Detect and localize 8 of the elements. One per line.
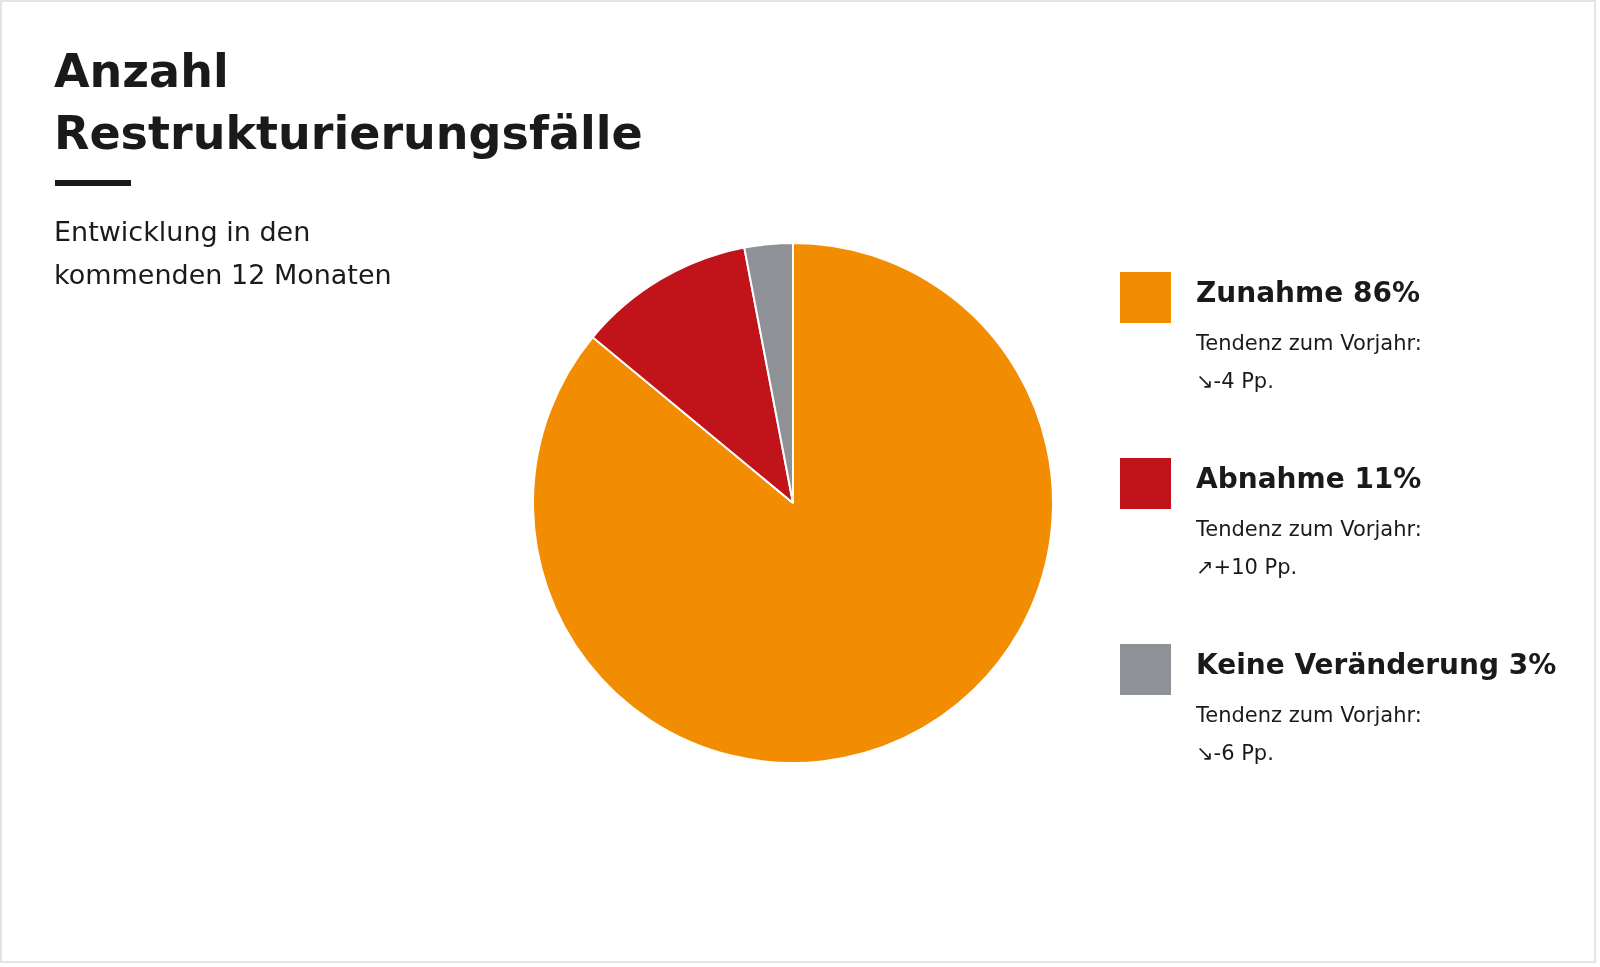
legend-label: Abnahme 11% [1196,462,1422,495]
legend-label: Zunahme 86% [1196,276,1420,309]
legend-label: Keine Veränderung 3% [1196,648,1557,681]
text: Tendenz zum Vorjahr: ↗+10 Pp. [1196,516,1422,581]
text: Tendenz zum Vorjahr: ↘-4 Pp. [1196,330,1422,395]
text: Tendenz zum Vorjahr: ↘-6 Pp. [1196,702,1422,767]
chart-title: Anzahl Restrukturierungsfälle [54,43,644,162]
text: Entwicklung in den kommenden 12 Monaten [54,215,393,292]
